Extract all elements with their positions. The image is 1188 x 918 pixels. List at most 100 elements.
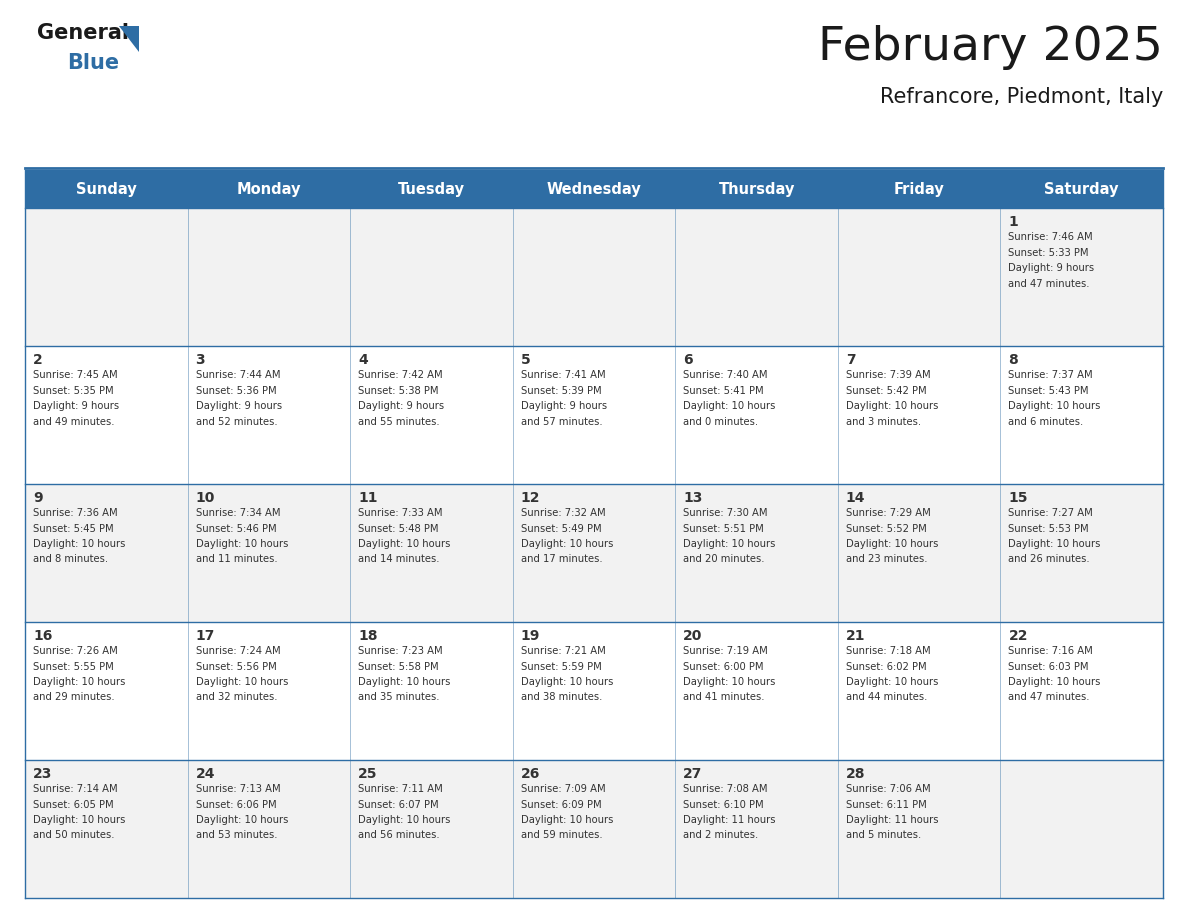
Text: Monday: Monday [236, 182, 301, 196]
Text: Sunset: 6:02 PM: Sunset: 6:02 PM [846, 662, 927, 671]
Text: and 2 minutes.: and 2 minutes. [683, 831, 758, 841]
Text: Sunset: 5:33 PM: Sunset: 5:33 PM [1009, 248, 1089, 258]
Text: 5: 5 [520, 353, 531, 367]
Text: and 0 minutes.: and 0 minutes. [683, 417, 758, 427]
Text: Sunset: 5:59 PM: Sunset: 5:59 PM [520, 662, 601, 671]
Text: 1: 1 [1009, 215, 1018, 229]
Text: Daylight: 11 hours: Daylight: 11 hours [683, 815, 776, 825]
Text: and 17 minutes.: and 17 minutes. [520, 554, 602, 565]
Text: Sunrise: 7:19 AM: Sunrise: 7:19 AM [683, 646, 767, 656]
Text: Daylight: 9 hours: Daylight: 9 hours [1009, 263, 1094, 273]
Text: Sunset: 5:53 PM: Sunset: 5:53 PM [1009, 523, 1089, 533]
Text: 10: 10 [196, 491, 215, 505]
Text: Sunrise: 7:24 AM: Sunrise: 7:24 AM [196, 646, 280, 656]
Bar [25, 760, 1163, 898]
Text: 17: 17 [196, 629, 215, 643]
Text: and 53 minutes.: and 53 minutes. [196, 831, 277, 841]
Text: Sunset: 5:42 PM: Sunset: 5:42 PM [846, 386, 927, 396]
Text: Sunrise: 7:14 AM: Sunrise: 7:14 AM [33, 784, 118, 794]
Text: and 41 minutes.: and 41 minutes. [683, 692, 765, 702]
Text: Sunset: 5:46 PM: Sunset: 5:46 PM [196, 523, 276, 533]
Text: Daylight: 10 hours: Daylight: 10 hours [846, 677, 939, 687]
Text: Sunset: 6:00 PM: Sunset: 6:00 PM [683, 662, 764, 671]
Text: Sunday: Sunday [76, 182, 137, 196]
Text: and 29 minutes.: and 29 minutes. [33, 692, 114, 702]
Text: and 38 minutes.: and 38 minutes. [520, 692, 602, 702]
Text: Daylight: 10 hours: Daylight: 10 hours [33, 815, 126, 825]
Text: Daylight: 10 hours: Daylight: 10 hours [1009, 401, 1101, 411]
Text: 15: 15 [1009, 491, 1028, 505]
Text: Sunset: 6:11 PM: Sunset: 6:11 PM [846, 800, 927, 810]
Text: Sunset: 5:55 PM: Sunset: 5:55 PM [33, 662, 114, 671]
Text: Daylight: 10 hours: Daylight: 10 hours [358, 815, 450, 825]
Text: Daylight: 10 hours: Daylight: 10 hours [1009, 539, 1101, 549]
Text: Sunset: 5:43 PM: Sunset: 5:43 PM [1009, 386, 1089, 396]
Text: and 50 minutes.: and 50 minutes. [33, 831, 114, 841]
Text: Daylight: 10 hours: Daylight: 10 hours [358, 677, 450, 687]
Text: Sunrise: 7:23 AM: Sunrise: 7:23 AM [358, 646, 443, 656]
Text: Sunrise: 7:37 AM: Sunrise: 7:37 AM [1009, 370, 1093, 380]
Text: Sunrise: 7:06 AM: Sunrise: 7:06 AM [846, 784, 930, 794]
Text: Sunrise: 7:21 AM: Sunrise: 7:21 AM [520, 646, 606, 656]
Text: Daylight: 10 hours: Daylight: 10 hours [196, 539, 287, 549]
Text: 19: 19 [520, 629, 541, 643]
Text: 26: 26 [520, 767, 541, 781]
Text: 16: 16 [33, 629, 52, 643]
Text: Sunset: 5:45 PM: Sunset: 5:45 PM [33, 523, 114, 533]
Text: Daylight: 9 hours: Daylight: 9 hours [33, 401, 119, 411]
Text: Sunrise: 7:46 AM: Sunrise: 7:46 AM [1009, 232, 1093, 242]
Text: 14: 14 [846, 491, 865, 505]
Text: Sunrise: 7:30 AM: Sunrise: 7:30 AM [683, 508, 767, 518]
Text: Thursday: Thursday [719, 182, 795, 196]
Text: Daylight: 9 hours: Daylight: 9 hours [520, 401, 607, 411]
Text: 23: 23 [33, 767, 52, 781]
Text: 21: 21 [846, 629, 865, 643]
Text: Daylight: 10 hours: Daylight: 10 hours [196, 677, 287, 687]
Text: Sunset: 5:52 PM: Sunset: 5:52 PM [846, 523, 927, 533]
Bar [25, 484, 1163, 622]
Text: and 23 minutes.: and 23 minutes. [846, 554, 928, 565]
Text: 22: 22 [1009, 629, 1028, 643]
Text: Sunset: 5:56 PM: Sunset: 5:56 PM [196, 662, 277, 671]
Text: 7: 7 [846, 353, 855, 367]
Text: Sunrise: 7:08 AM: Sunrise: 7:08 AM [683, 784, 767, 794]
Text: Sunset: 5:36 PM: Sunset: 5:36 PM [196, 386, 276, 396]
Text: Sunrise: 7:16 AM: Sunrise: 7:16 AM [1009, 646, 1093, 656]
Text: Sunset: 6:06 PM: Sunset: 6:06 PM [196, 800, 276, 810]
Text: and 49 minutes.: and 49 minutes. [33, 417, 114, 427]
Text: 25: 25 [358, 767, 378, 781]
Text: and 8 minutes.: and 8 minutes. [33, 554, 108, 565]
Text: Sunrise: 7:11 AM: Sunrise: 7:11 AM [358, 784, 443, 794]
Text: 6: 6 [683, 353, 693, 367]
Text: Sunrise: 7:42 AM: Sunrise: 7:42 AM [358, 370, 443, 380]
Text: Sunset: 5:48 PM: Sunset: 5:48 PM [358, 523, 438, 533]
Text: Daylight: 10 hours: Daylight: 10 hours [33, 677, 126, 687]
Text: and 44 minutes.: and 44 minutes. [846, 692, 927, 702]
Text: General: General [37, 23, 129, 43]
Text: Sunrise: 7:34 AM: Sunrise: 7:34 AM [196, 508, 280, 518]
Text: Sunrise: 7:39 AM: Sunrise: 7:39 AM [846, 370, 930, 380]
Text: Sunrise: 7:32 AM: Sunrise: 7:32 AM [520, 508, 606, 518]
Text: and 55 minutes.: and 55 minutes. [358, 417, 440, 427]
Text: Sunrise: 7:40 AM: Sunrise: 7:40 AM [683, 370, 767, 380]
Text: and 11 minutes.: and 11 minutes. [196, 554, 277, 565]
Text: 12: 12 [520, 491, 541, 505]
Text: Sunset: 6:03 PM: Sunset: 6:03 PM [1009, 662, 1089, 671]
Text: 3: 3 [196, 353, 206, 367]
Text: Daylight: 10 hours: Daylight: 10 hours [846, 401, 939, 411]
Text: Daylight: 11 hours: Daylight: 11 hours [846, 815, 939, 825]
Text: Daylight: 10 hours: Daylight: 10 hours [683, 539, 776, 549]
Bar [25, 208, 1163, 346]
Text: Sunrise: 7:09 AM: Sunrise: 7:09 AM [520, 784, 606, 794]
Text: Sunset: 6:05 PM: Sunset: 6:05 PM [33, 800, 114, 810]
Text: 27: 27 [683, 767, 702, 781]
Text: Sunset: 6:07 PM: Sunset: 6:07 PM [358, 800, 438, 810]
Text: Saturday: Saturday [1044, 182, 1119, 196]
Text: Sunrise: 7:26 AM: Sunrise: 7:26 AM [33, 646, 118, 656]
Text: 8: 8 [1009, 353, 1018, 367]
Text: Daylight: 10 hours: Daylight: 10 hours [358, 539, 450, 549]
Text: and 35 minutes.: and 35 minutes. [358, 692, 440, 702]
Text: Daylight: 10 hours: Daylight: 10 hours [683, 401, 776, 411]
Text: Sunset: 5:51 PM: Sunset: 5:51 PM [683, 523, 764, 533]
Text: and 59 minutes.: and 59 minutes. [520, 831, 602, 841]
